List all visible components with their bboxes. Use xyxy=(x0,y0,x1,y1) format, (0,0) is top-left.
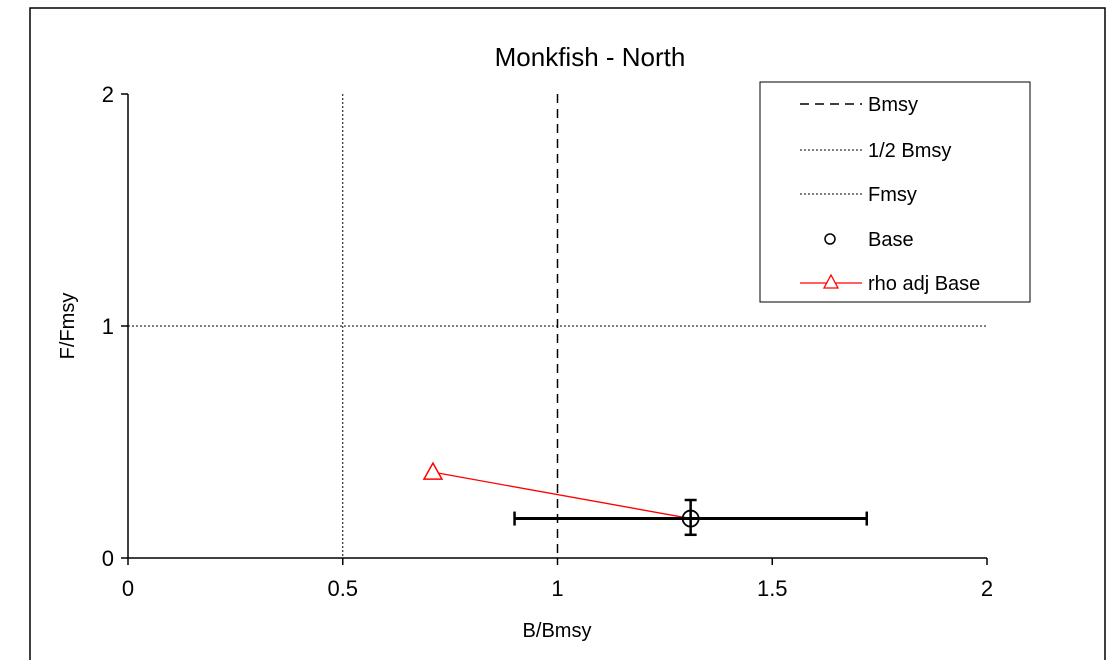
x-tick-label: 0.5 xyxy=(327,576,358,601)
rho-adj-base-point xyxy=(422,461,444,480)
legend-base-marker xyxy=(824,233,836,245)
x-tick-label: 2 xyxy=(981,576,993,601)
rho-adj-base-line xyxy=(432,471,691,520)
legend-box xyxy=(759,81,1031,303)
x-tick-label: 1 xyxy=(551,576,563,601)
y-tick-label: 1 xyxy=(102,314,114,339)
y-axis-label: F/Fmsy xyxy=(57,293,79,360)
legend: Bmsy 1/2 Bmsy Fmsy Base rho adj Base xyxy=(759,81,1031,303)
y-tick-label: 0 xyxy=(102,546,114,571)
legend-rho-label: rho adj Base xyxy=(868,273,980,295)
legend-bmsy-label: Bmsy xyxy=(868,94,918,116)
chart-border xyxy=(29,7,1106,665)
legend-rho-marker xyxy=(822,273,840,289)
x-tick-label: 1.5 xyxy=(757,576,788,601)
x-tick-label: 0 xyxy=(122,576,134,601)
x-axis-label: B/Bmsy xyxy=(523,620,592,642)
legend-base-label: Base xyxy=(868,229,914,251)
legend-half-bmsy-label: 1/2 Bmsy xyxy=(868,140,951,162)
chart-title: Monkfish - North xyxy=(495,42,686,72)
base-point xyxy=(681,509,700,528)
y-tick-label: 2 xyxy=(102,82,114,107)
legend-fmsy-label: Fmsy xyxy=(868,184,917,206)
